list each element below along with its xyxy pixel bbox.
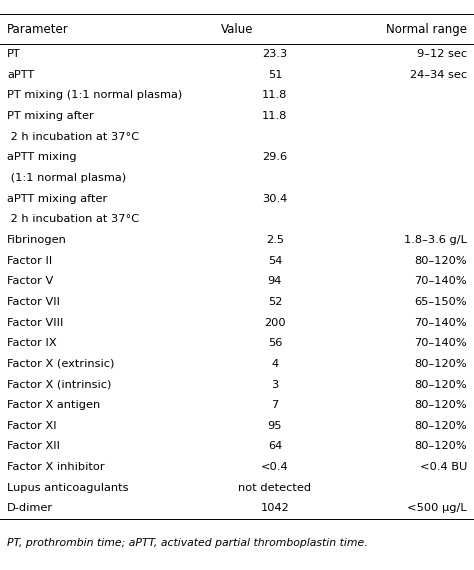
- Text: 4: 4: [271, 359, 279, 369]
- Text: 80–120%: 80–120%: [414, 359, 467, 369]
- Text: 80–120%: 80–120%: [414, 380, 467, 389]
- Text: 52: 52: [268, 297, 282, 307]
- Text: 1.8–3.6 g/L: 1.8–3.6 g/L: [404, 235, 467, 245]
- Text: 3: 3: [271, 380, 279, 389]
- Text: Factor VII: Factor VII: [7, 297, 60, 307]
- Text: 80–120%: 80–120%: [414, 256, 467, 266]
- Text: PT: PT: [7, 49, 21, 59]
- Text: 24–34 sec: 24–34 sec: [410, 70, 467, 80]
- Text: 80–120%: 80–120%: [414, 400, 467, 410]
- Text: 70–140%: 70–140%: [414, 338, 467, 348]
- Text: Factor II: Factor II: [7, 256, 52, 266]
- Text: Factor V: Factor V: [7, 276, 54, 286]
- Text: <0.4 BU: <0.4 BU: [419, 462, 467, 472]
- Text: 80–120%: 80–120%: [414, 421, 467, 431]
- Text: PT, prothrombin time; aPTT, activated partial thromboplastin time.: PT, prothrombin time; aPTT, activated pa…: [7, 538, 368, 548]
- Text: 65–150%: 65–150%: [414, 297, 467, 307]
- Text: 2.5: 2.5: [266, 235, 284, 245]
- Text: <0.4: <0.4: [261, 462, 289, 472]
- Text: 7: 7: [271, 400, 279, 410]
- Text: not detected: not detected: [238, 483, 311, 492]
- Text: Lupus anticoagulants: Lupus anticoagulants: [7, 483, 128, 492]
- Text: 11.8: 11.8: [262, 91, 288, 100]
- Text: Factor X (intrinsic): Factor X (intrinsic): [7, 380, 111, 389]
- Text: (1:1 normal plasma): (1:1 normal plasma): [7, 173, 126, 183]
- Text: Factor XI: Factor XI: [7, 421, 57, 431]
- Text: Factor X inhibitor: Factor X inhibitor: [7, 462, 105, 472]
- Text: Factor IX: Factor IX: [7, 338, 57, 348]
- Text: 70–140%: 70–140%: [414, 276, 467, 286]
- Text: 11.8: 11.8: [262, 111, 288, 121]
- Text: 94: 94: [268, 276, 282, 286]
- Text: Normal range: Normal range: [386, 23, 467, 35]
- Text: aPTT: aPTT: [7, 70, 34, 80]
- Text: Factor XII: Factor XII: [7, 441, 60, 451]
- Text: 70–140%: 70–140%: [414, 317, 467, 328]
- Text: 2 h incubation at 37°C: 2 h incubation at 37°C: [7, 132, 139, 142]
- Text: PT mixing (1:1 normal plasma): PT mixing (1:1 normal plasma): [7, 91, 182, 100]
- Text: 2 h incubation at 37°C: 2 h incubation at 37°C: [7, 214, 139, 225]
- Text: 54: 54: [268, 256, 282, 266]
- Text: D-dimer: D-dimer: [7, 503, 53, 514]
- Text: Factor X antigen: Factor X antigen: [7, 400, 100, 410]
- Text: 51: 51: [268, 70, 282, 80]
- Text: 30.4: 30.4: [262, 194, 288, 203]
- Text: Parameter: Parameter: [7, 23, 69, 35]
- Text: 23.3: 23.3: [262, 49, 288, 59]
- Text: 95: 95: [268, 421, 282, 431]
- Text: Factor X (extrinsic): Factor X (extrinsic): [7, 359, 115, 369]
- Text: 1042: 1042: [261, 503, 289, 514]
- Text: 56: 56: [268, 338, 282, 348]
- Text: PT mixing after: PT mixing after: [7, 111, 94, 121]
- Text: Factor VIII: Factor VIII: [7, 317, 64, 328]
- Text: Fibrinogen: Fibrinogen: [7, 235, 67, 245]
- Text: 9–12 sec: 9–12 sec: [417, 49, 467, 59]
- Text: <500 μg/L: <500 μg/L: [407, 503, 467, 514]
- Text: aPTT mixing after: aPTT mixing after: [7, 194, 107, 203]
- Text: 64: 64: [268, 441, 282, 451]
- Text: 29.6: 29.6: [262, 152, 288, 162]
- Text: 200: 200: [264, 317, 286, 328]
- Text: 80–120%: 80–120%: [414, 441, 467, 451]
- Text: Value: Value: [221, 23, 253, 35]
- Text: aPTT mixing: aPTT mixing: [7, 152, 77, 162]
